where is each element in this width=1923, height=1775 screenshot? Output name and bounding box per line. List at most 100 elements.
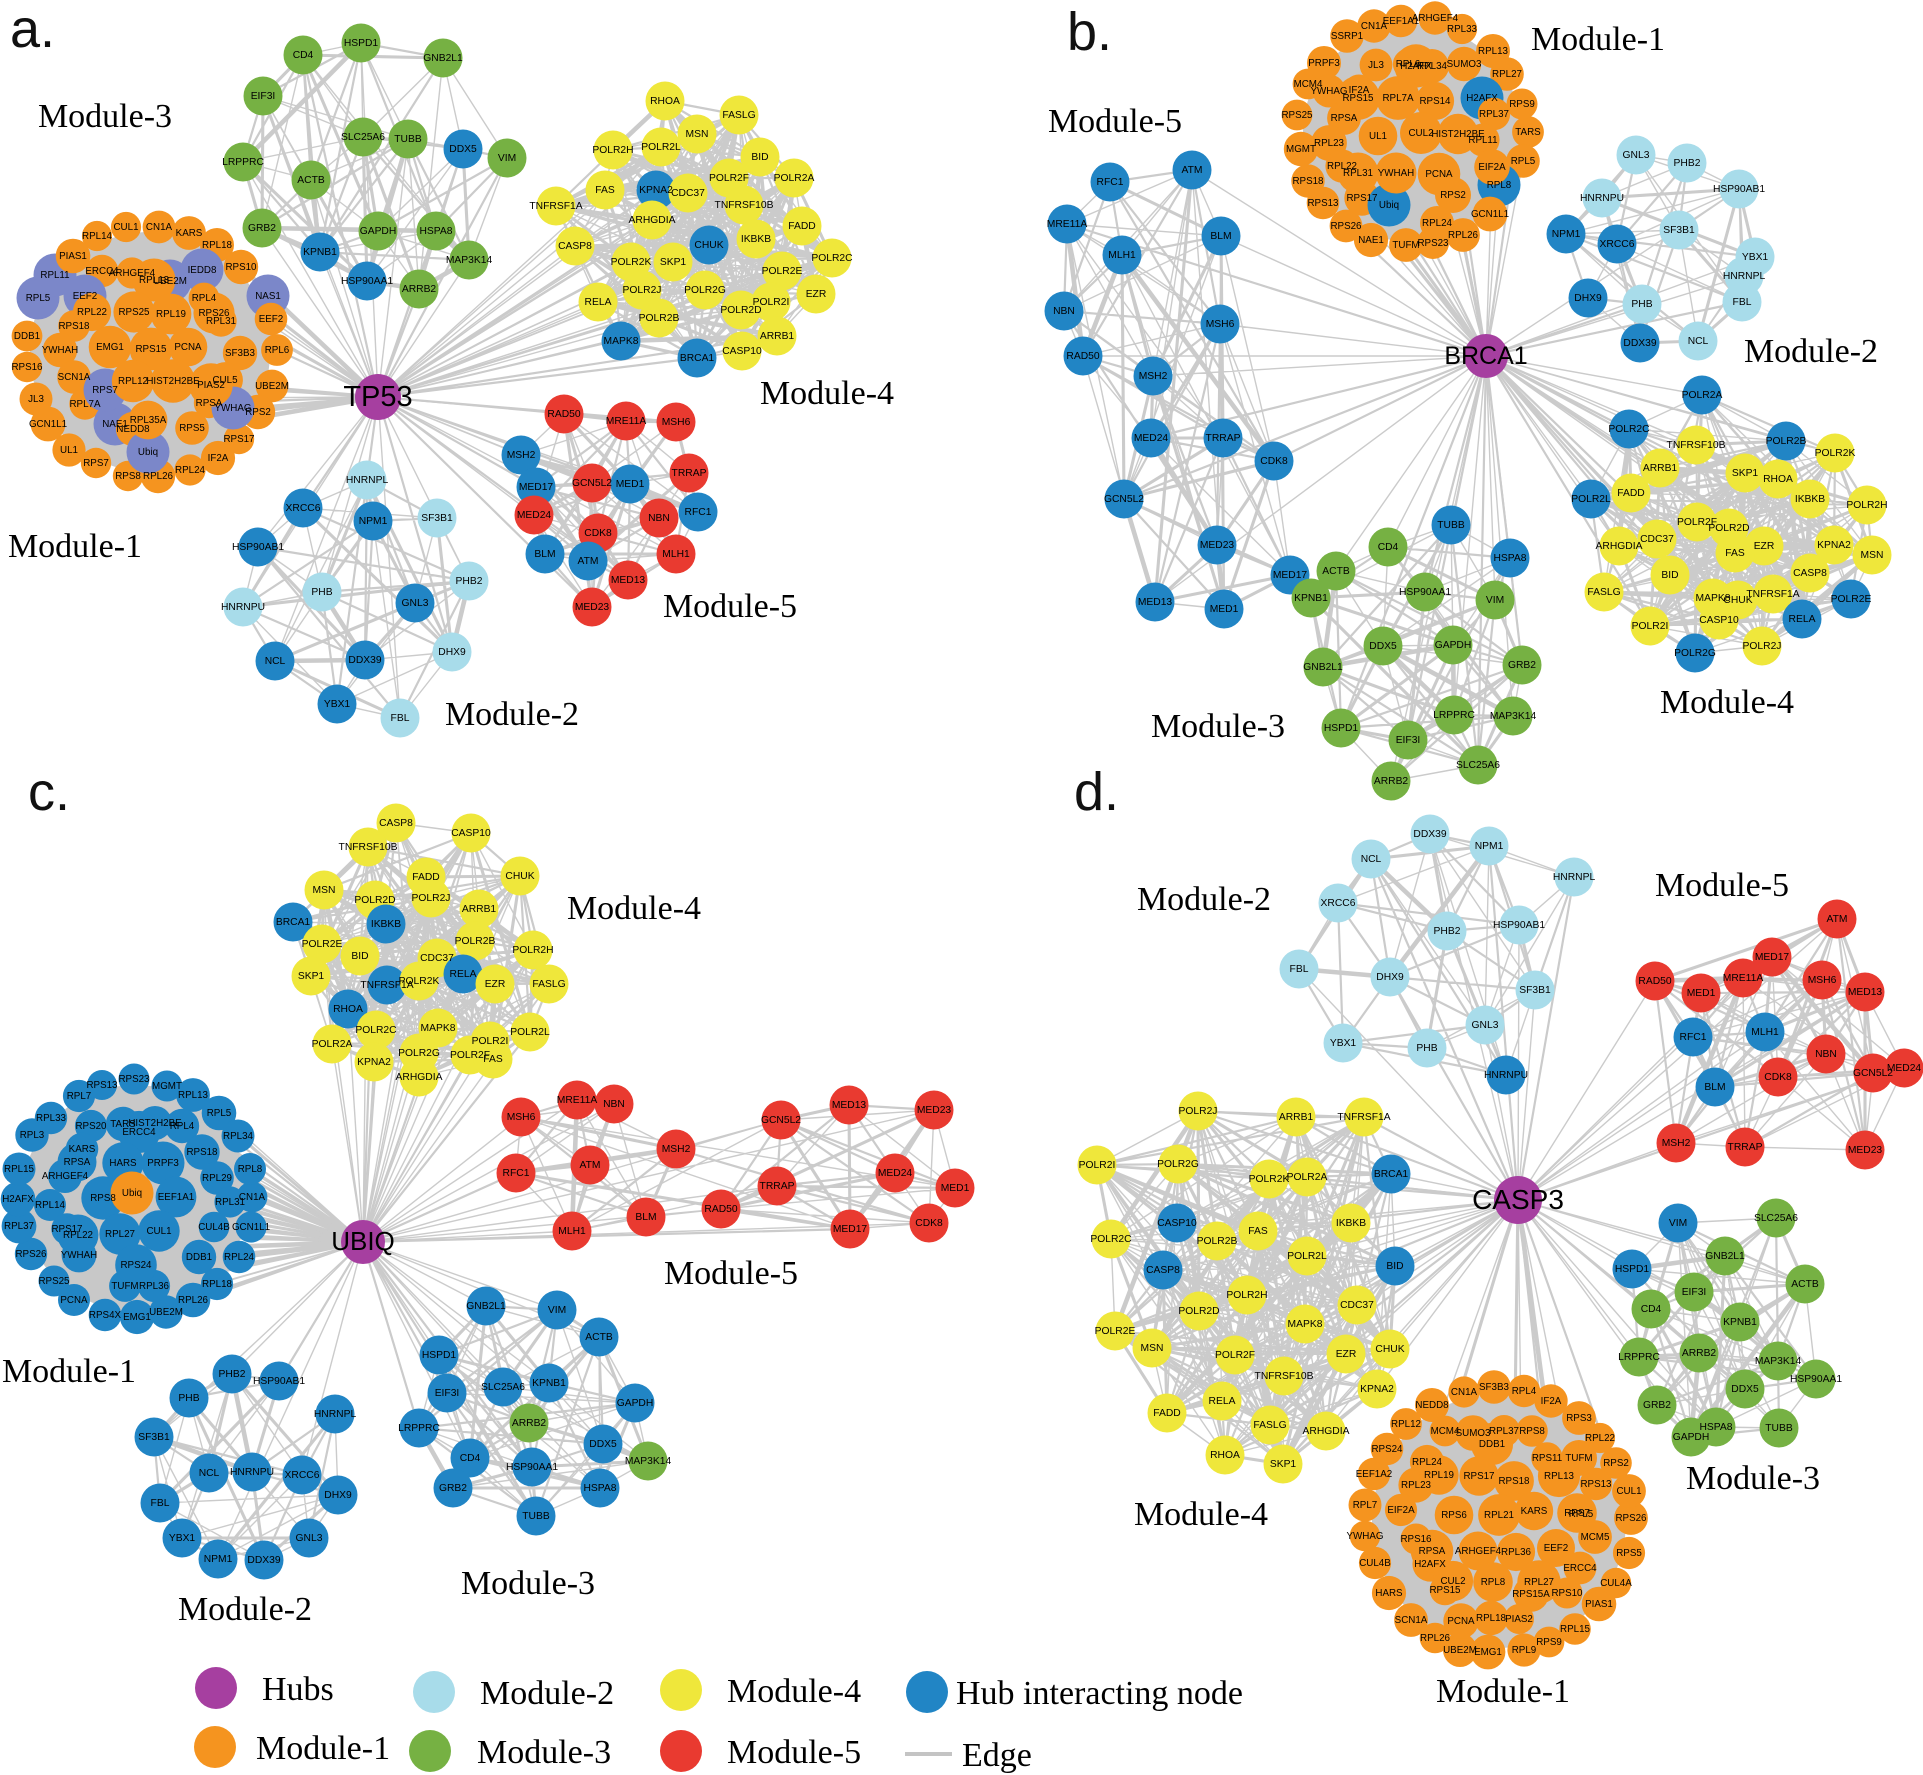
svg-text:CASP3: CASP3 [1472, 1184, 1564, 1215]
svg-text:RPS26: RPS26 [198, 308, 230, 319]
svg-text:CASP8: CASP8 [1793, 568, 1827, 579]
svg-text:BID: BID [1386, 1261, 1403, 1272]
svg-text:RPSA: RPSA [1419, 1546, 1446, 1557]
svg-text:MED23: MED23 [917, 1105, 952, 1116]
svg-text:RPL24: RPL24 [224, 1252, 255, 1263]
svg-text:RPS17: RPS17 [1463, 1471, 1494, 1482]
svg-text:POLR2L: POLR2L [1571, 494, 1611, 505]
svg-text:UL1: UL1 [60, 445, 78, 456]
svg-text:RPL4: RPL4 [170, 1121, 195, 1132]
svg-text:MSH6: MSH6 [507, 1112, 536, 1123]
svg-text:EEF1A2: EEF1A2 [1356, 1469, 1393, 1480]
svg-text:GAPDH: GAPDH [1435, 640, 1472, 651]
svg-text:GAPDH: GAPDH [617, 1398, 654, 1409]
svg-text:POLR2J: POLR2J [1179, 1106, 1218, 1117]
svg-text:ARRB2: ARRB2 [402, 284, 437, 295]
svg-text:POLR2F: POLR2F [1677, 517, 1717, 528]
svg-text:RAD50: RAD50 [1066, 351, 1099, 362]
svg-text:EIF2A: EIF2A [1387, 1505, 1415, 1516]
svg-text:RPS15: RPS15 [135, 344, 167, 355]
svg-text:RPS7: RPS7 [83, 458, 109, 469]
svg-text:UBE2M: UBE2M [1443, 1645, 1477, 1656]
svg-text:UL1: UL1 [1369, 131, 1387, 142]
svg-text:RPS8: RPS8 [115, 471, 141, 482]
svg-text:CASP10: CASP10 [1699, 615, 1739, 626]
svg-text:HNRNPU: HNRNPU [230, 1467, 274, 1478]
svg-text:TNFRSF1A: TNFRSF1A [360, 980, 413, 991]
svg-text:MED17: MED17 [519, 482, 554, 493]
svg-text:CN1A: CN1A [146, 222, 173, 233]
svg-text:GCN5L2: GCN5L2 [572, 478, 612, 489]
svg-text:RPL9: RPL9 [1512, 1645, 1537, 1656]
svg-text:CASP10: CASP10 [1157, 1218, 1197, 1229]
svg-text:SLC25A6: SLC25A6 [481, 1382, 525, 1393]
svg-text:RPL13: RPL13 [139, 275, 170, 286]
svg-text:RPL5: RPL5 [1569, 1509, 1594, 1520]
svg-text:Hubs: Hubs [262, 1671, 334, 1708]
svg-text:GNB2L1: GNB2L1 [423, 53, 463, 64]
svg-text:EEF2: EEF2 [1544, 1543, 1569, 1554]
svg-text:CD4: CD4 [293, 50, 314, 61]
svg-text:TUFM: TUFM [111, 1281, 138, 1292]
svg-text:RPS25: RPS25 [38, 1276, 70, 1287]
svg-text:RPL19: RPL19 [156, 309, 186, 320]
svg-text:Module-3: Module-3 [1686, 1460, 1820, 1497]
svg-text:VIM: VIM [1486, 595, 1504, 606]
svg-text:BID: BID [751, 152, 768, 163]
svg-text:MED1: MED1 [616, 479, 645, 490]
svg-text:Module-4: Module-4 [727, 1673, 861, 1710]
svg-text:POLR2D: POLR2D [720, 305, 761, 316]
svg-text:RELA: RELA [1789, 614, 1816, 625]
svg-text:TNFRSF10B: TNFRSF10B [1667, 440, 1726, 451]
svg-text:RPL26: RPL26 [143, 471, 174, 482]
svg-text:GCN5L2: GCN5L2 [1853, 1068, 1893, 1079]
svg-text:RPL6: RPL6 [265, 345, 290, 356]
svg-text:FBL: FBL [1733, 297, 1752, 308]
svg-text:RPL34: RPL34 [223, 1131, 254, 1142]
svg-text:POLR2H: POLR2H [512, 945, 553, 956]
svg-text:RPL5: RPL5 [207, 1108, 232, 1119]
svg-text:ACTB: ACTB [1322, 566, 1350, 577]
svg-text:NBN: NBN [1815, 1049, 1837, 1060]
svg-text:MCM4: MCM4 [1431, 1426, 1460, 1437]
svg-text:PHB2: PHB2 [1434, 926, 1461, 937]
svg-text:NPM1: NPM1 [359, 516, 388, 527]
svg-text:KARS: KARS [1521, 1506, 1548, 1517]
svg-text:NAE1: NAE1 [102, 419, 128, 430]
svg-text:EIF2A: EIF2A [1478, 162, 1506, 173]
svg-text:EEF2: EEF2 [73, 291, 98, 302]
svg-text:ARHGDIA: ARHGDIA [1303, 1426, 1350, 1437]
svg-text:HSP90AA1: HSP90AA1 [341, 276, 393, 287]
svg-text:Ubiq: Ubiq [122, 1188, 142, 1199]
svg-text:SKP1: SKP1 [1270, 1459, 1297, 1470]
svg-text:RPS7: RPS7 [1564, 1508, 1590, 1519]
svg-text:POLR2F: POLR2F [450, 1050, 490, 1061]
svg-text:HIST2H2BE: HIST2H2BE [128, 1118, 182, 1129]
svg-text:POLR2B: POLR2B [455, 936, 496, 947]
svg-text:KPNB1: KPNB1 [532, 1378, 566, 1389]
svg-text:ARHGEF4: ARHGEF4 [1455, 1546, 1502, 1557]
svg-text:H2AFX: H2AFX [1414, 1559, 1446, 1570]
svg-text:Ubiq: Ubiq [1379, 200, 1399, 211]
svg-text:CUL2: CUL2 [1408, 128, 1433, 139]
svg-text:DHX9: DHX9 [1376, 972, 1404, 983]
svg-text:KPNB1: KPNB1 [1723, 1317, 1757, 1328]
svg-text:EZR: EZR [485, 979, 506, 990]
svg-text:RPL11: RPL11 [40, 270, 69, 281]
svg-text:DDX5: DDX5 [1369, 641, 1397, 652]
svg-text:DDX39: DDX39 [1413, 829, 1446, 840]
svg-text:TNFRSF10B: TNFRSF10B [715, 200, 774, 211]
svg-text:RPL5: RPL5 [1511, 156, 1536, 167]
svg-text:XRCC6: XRCC6 [285, 1470, 320, 1481]
svg-text:RPL22: RPL22 [1327, 161, 1357, 172]
svg-text:POLR2C: POLR2C [811, 253, 853, 264]
svg-text:YWHAH: YWHAH [61, 1250, 97, 1261]
svg-text:NAS1: NAS1 [255, 291, 281, 302]
svg-text:H2AFX: H2AFX [2, 1194, 34, 1205]
svg-text:NCL: NCL [1361, 854, 1382, 865]
svg-text:HSP90AB1: HSP90AB1 [253, 1376, 305, 1387]
svg-text:RPS15: RPS15 [1342, 93, 1374, 104]
svg-text:Module-4: Module-4 [1134, 1496, 1268, 1533]
svg-text:TARS: TARS [1515, 127, 1541, 138]
svg-text:RPS24: RPS24 [120, 1260, 152, 1271]
